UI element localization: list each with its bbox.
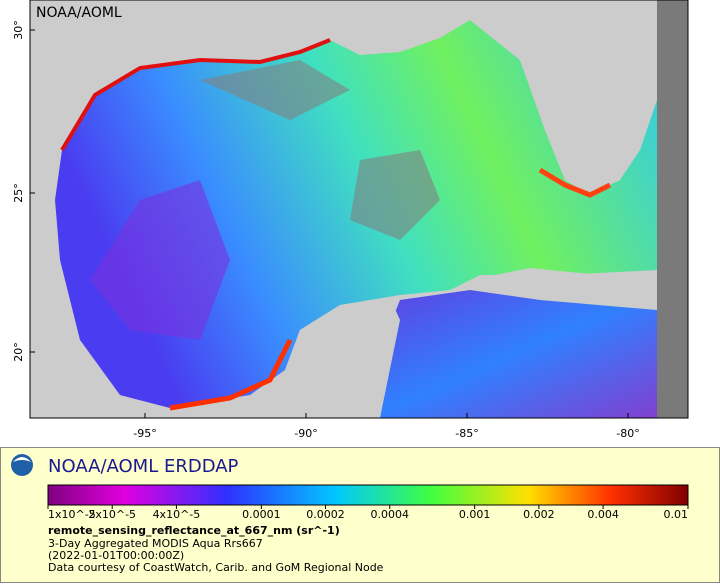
caribbean: [370, 290, 657, 418]
map: NOAA/AOML: [29, 0, 689, 419]
colorbar-label: 1x10^-5: [48, 508, 96, 521]
coastal-high-reflectance: [169, 338, 293, 411]
lat-label: 25°: [12, 183, 25, 203]
watermark: NOAA/AOML: [36, 5, 122, 21]
lat-label: 20°: [12, 342, 25, 362]
lon-label: -90°: [294, 427, 317, 440]
colorbar-label: 0.01: [664, 508, 689, 521]
info-line: Data courtesy of CoastWatch, Carib. and …: [48, 561, 384, 574]
yucatan: [260, 298, 400, 418]
lon-label: -95°: [133, 427, 156, 440]
lon-label: -85°: [455, 427, 478, 440]
colorbar-label: 0.0002: [306, 508, 345, 521]
info-line: 3-Day Aggregated MODIS Aqua Rrs667: [48, 537, 263, 550]
variable-name: remote_sensing_reflectance_at_667_nm (sr…: [48, 524, 340, 537]
lat-label: 30°: [12, 20, 25, 40]
coastal-high-reflectance: [538, 167, 612, 198]
axis-ticks: 30° 25° 20° -95° -90° -85° -80°: [12, 20, 640, 440]
colorbar-label: 0.0001: [242, 508, 281, 521]
cuba: [470, 268, 657, 300]
cloud-patch: [350, 150, 440, 240]
map-frame: [29, 0, 689, 419]
colorbar-label: 0.004: [587, 508, 619, 521]
colorbar: [47, 484, 689, 506]
colorbar-label: 0.002: [523, 508, 555, 521]
info-line: (2022-01-01T00:00:00Z): [48, 549, 184, 562]
coastal-high-reflectance: [60, 38, 331, 152]
colorbar-label: 0.001: [459, 508, 491, 521]
legend-title: NOAA/AOML ERDDAP: [48, 456, 239, 477]
colorbar-label: 0.0004: [371, 508, 410, 521]
florida: [470, 0, 600, 195]
lon-label: -80°: [616, 427, 639, 440]
no-data-strip: [657, 0, 688, 418]
noaa-logo: [13, 457, 31, 462]
colorbar-label: 2x10^-5: [88, 508, 136, 521]
colorbar-label: 4x10^-5: [153, 508, 201, 521]
cloud-patch: [200, 60, 350, 120]
low-reflectance-patch: [90, 180, 230, 340]
